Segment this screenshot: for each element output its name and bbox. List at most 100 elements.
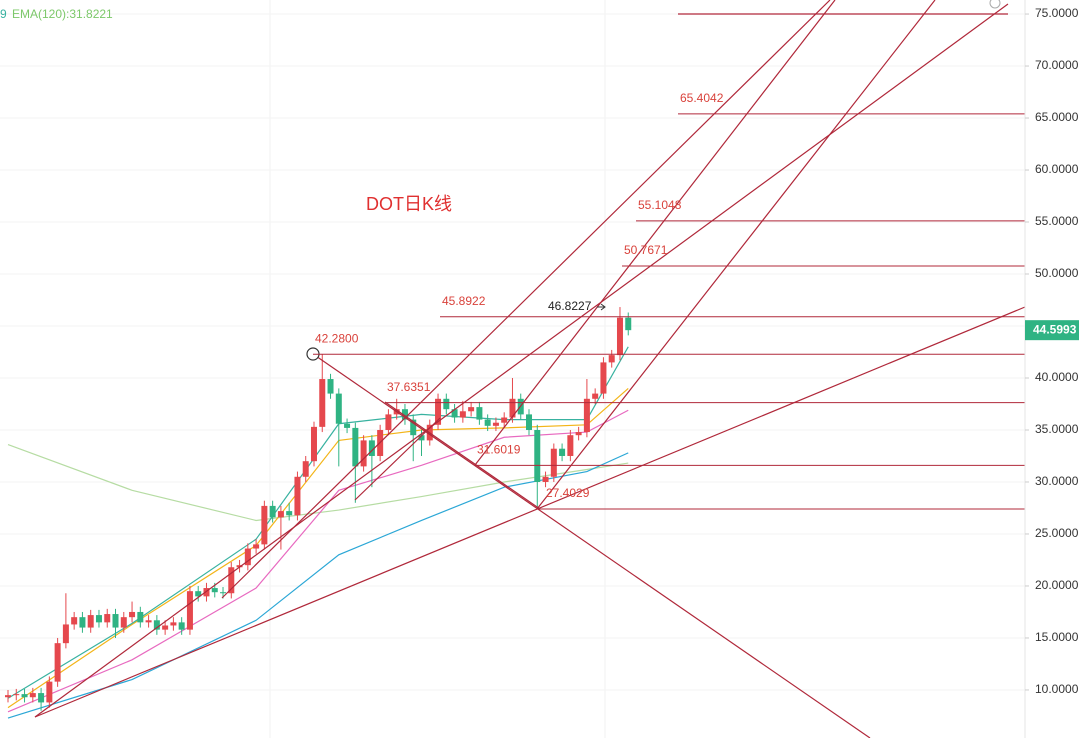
peak-arrow bbox=[597, 303, 606, 311]
candle-body bbox=[608, 355, 615, 363]
trend-line bbox=[34, 306, 1026, 718]
y-tick-label: 15.0000 bbox=[1035, 630, 1079, 644]
candle-body bbox=[38, 693, 45, 703]
grid bbox=[0, 13, 1025, 691]
y-tick-label: 25.0000 bbox=[1035, 526, 1079, 540]
candle-body bbox=[583, 398, 590, 433]
candle-body bbox=[286, 511, 293, 516]
level-label: 37.6351 bbox=[387, 380, 431, 394]
trend-lines bbox=[34, 0, 1026, 738]
candle-body bbox=[451, 409, 458, 418]
y-tick-label: 20.0000 bbox=[1035, 578, 1079, 592]
candle-body bbox=[195, 591, 202, 597]
candle-body bbox=[435, 398, 442, 425]
candle-body bbox=[542, 476, 549, 482]
candle-body bbox=[71, 617, 78, 625]
candle-body bbox=[352, 427, 359, 467]
candle-body bbox=[178, 622, 185, 630]
trend-line bbox=[34, 3, 1009, 718]
candle-body bbox=[294, 476, 301, 516]
chart-title: DOT日K线 bbox=[366, 194, 452, 214]
candle-body bbox=[153, 620, 160, 630]
candle-body bbox=[335, 393, 342, 424]
level-label: 65.4042 bbox=[680, 91, 724, 105]
trend-line bbox=[221, 0, 831, 599]
trend-line bbox=[354, 417, 441, 501]
y-tick-label: 40.0000 bbox=[1035, 370, 1079, 384]
candle-body bbox=[137, 611, 144, 623]
ma-line bbox=[7, 409, 629, 713]
candle-body bbox=[203, 588, 210, 597]
level-label: 50.7671 bbox=[624, 243, 668, 257]
level-label: 55.1048 bbox=[638, 198, 682, 212]
candle-body bbox=[360, 440, 367, 467]
candle-body bbox=[302, 461, 309, 477]
trend-line bbox=[312, 353, 871, 738]
candle-body bbox=[211, 588, 218, 593]
candle-body bbox=[468, 407, 475, 412]
level-label: 42.2800 bbox=[315, 331, 359, 345]
y-tick-label: 60.0000 bbox=[1035, 162, 1079, 176]
y-tick-label: 65.0000 bbox=[1035, 110, 1079, 124]
y-tick-label: 55.0000 bbox=[1035, 214, 1079, 228]
candle-body bbox=[443, 398, 450, 410]
candle-body bbox=[170, 622, 177, 626]
current-price-label: 44.5993 bbox=[1033, 322, 1077, 336]
candle-body bbox=[145, 620, 152, 623]
candle-body bbox=[310, 426, 317, 462]
candle-body bbox=[319, 379, 326, 427]
candle-body bbox=[600, 362, 607, 394]
candle-body bbox=[62, 624, 69, 644]
candle-body bbox=[368, 440, 375, 456]
candle-body bbox=[129, 611, 136, 618]
candle-body bbox=[501, 417, 508, 423]
candle-body bbox=[269, 505, 276, 518]
candle-body bbox=[5, 695, 11, 698]
candle-body bbox=[459, 411, 466, 418]
candle-body bbox=[492, 422, 499, 426]
candle-body bbox=[120, 617, 127, 628]
y-tick-label: 35.0000 bbox=[1035, 422, 1079, 436]
ma-line bbox=[7, 346, 629, 699]
legend-fragment: 9 bbox=[0, 7, 7, 21]
candle-body bbox=[567, 435, 574, 456]
candle-body bbox=[526, 414, 533, 430]
tool-icon bbox=[989, 0, 1001, 9]
y-tick-label: 70.0000 bbox=[1035, 58, 1079, 72]
candle-body bbox=[550, 448, 557, 477]
candle-body bbox=[87, 615, 94, 628]
candle-body bbox=[344, 423, 351, 428]
candle-body bbox=[592, 393, 599, 399]
legend-entry: EMA(120):31.8221 bbox=[12, 7, 113, 21]
y-tick-label: 75.0000 bbox=[1035, 6, 1079, 20]
level-label: 31.6019 bbox=[477, 442, 521, 456]
level-label: 27.4029 bbox=[546, 486, 590, 500]
candle-body bbox=[401, 409, 408, 420]
y-tick-label: 30.0000 bbox=[1035, 474, 1079, 488]
candle-body bbox=[54, 643, 61, 682]
levels: 65.4042 55.1048 50.7671 45.8922 42.2800 37.63… bbox=[313, 91, 1025, 510]
candle-body bbox=[13, 694, 20, 696]
y-axis: 10.0000 15.0000 20.0000 25.0000 30.0000 35.00… bbox=[1025, 6, 1079, 696]
candle-body bbox=[79, 617, 86, 628]
candle-body bbox=[476, 407, 483, 420]
candle-body bbox=[484, 419, 491, 426]
candle-body bbox=[46, 681, 53, 703]
trend-line bbox=[474, 0, 836, 466]
candle-body bbox=[104, 614, 111, 623]
candle-body bbox=[534, 429, 541, 482]
candle-body bbox=[277, 511, 284, 518]
trend-line bbox=[384, 401, 541, 510]
candle-body bbox=[236, 565, 243, 568]
candle-body bbox=[418, 435, 425, 441]
candle-body bbox=[95, 615, 102, 623]
candle-body bbox=[575, 432, 582, 436]
candle-body bbox=[616, 317, 623, 356]
candle-body bbox=[385, 414, 392, 430]
candle-body bbox=[112, 614, 119, 628]
candle-body bbox=[261, 505, 268, 545]
candle-body bbox=[186, 591, 193, 630]
candle-body bbox=[253, 544, 260, 549]
